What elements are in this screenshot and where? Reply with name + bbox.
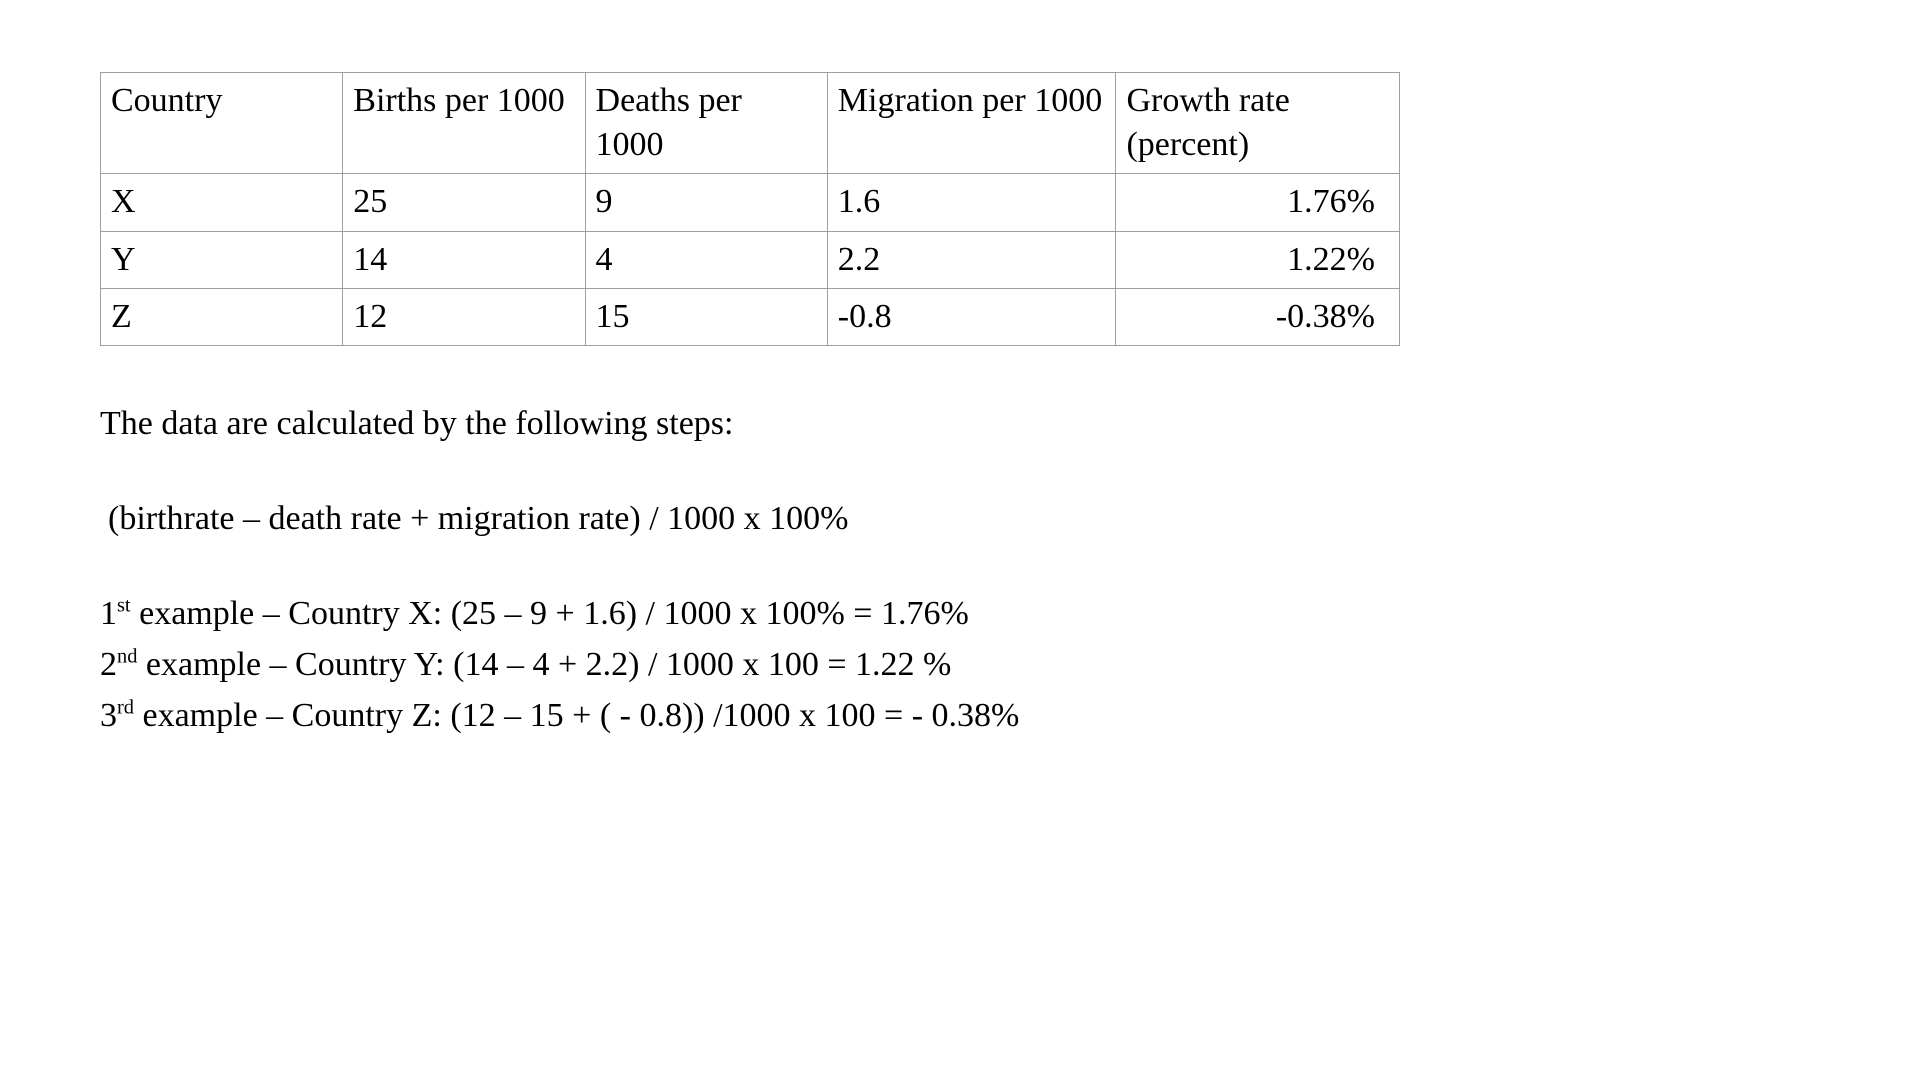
table-header-row: Country Births per 1000 Deaths per 1000 …: [101, 73, 1400, 174]
cell-migration: 2.2: [827, 231, 1116, 288]
ex2-num: 2: [100, 646, 117, 683]
formula-line: (birthrate – death rate + migration rate…: [100, 493, 1831, 544]
table-row: X 25 9 1.6 1.76%: [101, 174, 1400, 231]
cell-deaths: 9: [585, 174, 827, 231]
cell-births: 25: [343, 174, 585, 231]
examples-block: 1st example – Country X: (25 – 9 + 1.6) …: [100, 588, 1831, 741]
ex3-num: 3: [100, 697, 117, 734]
cell-deaths: 4: [585, 231, 827, 288]
cell-growth: 1.22%: [1116, 231, 1400, 288]
ex1-ordinal: st: [117, 595, 131, 617]
col-header-migration: Migration per 1000: [827, 73, 1116, 174]
table-row: Z 12 15 -0.8 -0.38%: [101, 288, 1400, 345]
example-1: 1st example – Country X: (25 – 9 + 1.6) …: [100, 588, 1831, 639]
cell-migration: -0.8: [827, 288, 1116, 345]
ex3-ordinal: rd: [117, 697, 134, 719]
ex1-num: 1: [100, 595, 117, 632]
example-2: 2nd example – Country Y: (14 – 4 + 2.2) …: [100, 639, 1831, 690]
page: Country Births per 1000 Deaths per 1000 …: [0, 0, 1931, 741]
table-row: Y 14 4 2.2 1.22%: [101, 231, 1400, 288]
cell-deaths: 15: [585, 288, 827, 345]
ex2-ordinal: nd: [117, 646, 137, 668]
col-header-births: Births per 1000: [343, 73, 585, 174]
growth-rate-table: Country Births per 1000 Deaths per 1000 …: [100, 72, 1400, 346]
col-header-deaths: Deaths per 1000: [585, 73, 827, 174]
cell-country: X: [101, 174, 343, 231]
col-header-country: Country: [101, 73, 343, 174]
ex2-body: example – Country Y: (14 – 4 + 2.2) / 10…: [137, 646, 951, 683]
col-header-growth: Growth rate (percent): [1116, 73, 1400, 174]
cell-growth: -0.38%: [1116, 288, 1400, 345]
cell-country: Z: [101, 288, 343, 345]
intro-line: The data are calculated by the following…: [100, 398, 1831, 449]
example-3: 3rd example – Country Z: (12 – 15 + ( - …: [100, 690, 1831, 741]
ex3-body: example – Country Z: (12 – 15 + ( - 0.8)…: [134, 697, 1019, 734]
cell-births: 12: [343, 288, 585, 345]
cell-country: Y: [101, 231, 343, 288]
cell-migration: 1.6: [827, 174, 1116, 231]
ex1-body: example – Country X: (25 – 9 + 1.6) / 10…: [131, 595, 969, 632]
cell-births: 14: [343, 231, 585, 288]
cell-growth: 1.76%: [1116, 174, 1400, 231]
explanation-text: The data are calculated by the following…: [100, 398, 1831, 741]
